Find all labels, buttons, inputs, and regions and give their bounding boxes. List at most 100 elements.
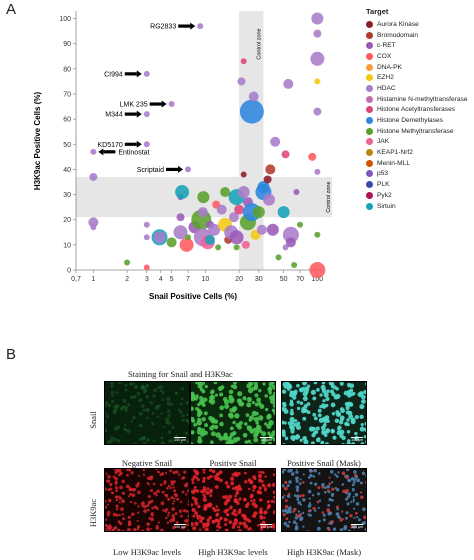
y-tick-label: 30 (63, 192, 71, 199)
annotation-label: RG2833 (150, 24, 176, 31)
legend-items: Aurora Kinase Bromodomain c-RET COX DNA-PK EZ… (366, 19, 474, 211)
data-point (282, 226, 299, 243)
legend-label: Histone Acetyltransferases (377, 106, 456, 114)
data-point (263, 175, 272, 184)
y-tick-label: 70 (63, 91, 71, 98)
chart-legend: Target Aurora Kinase Bromodomain c-RET COX D… (366, 7, 474, 211)
legend-item: PLK (366, 179, 474, 190)
caption-low-h3k9ac: Low H3K9ac levels (113, 547, 181, 557)
y-tick-label: 90 (63, 41, 71, 48)
data-point (285, 237, 296, 248)
y-tick-label: 80 (63, 66, 71, 73)
legend-swatch (366, 106, 373, 114)
legend-label: PLK (377, 181, 390, 189)
legend-swatch (366, 191, 373, 199)
data-point (215, 244, 222, 251)
legend-label: Histone Demethylases (377, 117, 443, 125)
legend-title: Target (366, 7, 389, 16)
data-point (197, 207, 208, 218)
control-zone-label: Control zone (256, 28, 262, 59)
x-tick-label: 5 (170, 276, 174, 283)
annotation-arrow (136, 110, 142, 118)
legend-swatch (366, 202, 373, 210)
scale-bar: 100 µm (260, 437, 272, 442)
micrograph-texture (191, 469, 275, 531)
data-point (313, 29, 322, 38)
data-point (233, 244, 240, 251)
y-tick-label: 40 (63, 167, 71, 174)
data-point (314, 78, 321, 85)
x-tick-label: 100 (312, 276, 324, 283)
scale-bar: 100 µm (174, 524, 186, 529)
data-point (311, 12, 324, 25)
data-point (270, 136, 281, 147)
data-point (153, 231, 166, 244)
annotation-label: CI994 (104, 71, 123, 78)
scatter-chart: Control zone Control zone 0,7 1 2 3 4 5 7 10 20 30… (33, 11, 332, 301)
data-point (281, 150, 290, 159)
data-point (234, 204, 245, 215)
y-tick-label: 100 (59, 16, 71, 23)
legend-label: JAK (377, 138, 390, 146)
data-point (197, 191, 210, 204)
legend-item: Menin-MLL (366, 158, 474, 169)
chart-bubbles (88, 12, 326, 278)
micrograph-title: Staining for Snail and H3K9ac (128, 369, 233, 379)
micrograph-high-h3k9ac-mask: 100 µm (281, 468, 367, 532)
data-point (89, 172, 98, 181)
data-point (208, 223, 221, 236)
data-point (176, 213, 185, 222)
legend-label: Menin-MLL (377, 159, 410, 167)
legend-item: COX (366, 51, 474, 62)
data-point (297, 221, 304, 228)
data-point (143, 141, 150, 148)
data-point (229, 230, 244, 245)
caption-high-h3k9ac-mask: High H3K9ac (Mask) (286, 547, 362, 557)
legend-label: Aurora Kinase (377, 20, 419, 28)
data-point (90, 148, 97, 155)
data-point (240, 171, 247, 178)
legend-item: KEAP1-Nrf2 (366, 147, 474, 158)
legend-swatch (366, 181, 373, 189)
legend-item: Histone Methyltransferase (366, 126, 474, 137)
legend-swatch (366, 170, 373, 178)
chart-axes: 0,7 1 2 3 4 5 7 10 20 30 50 70 100 0 10 20 30 40 50 60 70 80 9… (59, 11, 323, 283)
legend-label: COX (377, 52, 392, 60)
caption-positive-snail-mask: Positive Snail (Mask) (287, 458, 361, 468)
data-point (220, 187, 231, 198)
data-point (143, 234, 150, 241)
annotation-arrow (124, 72, 137, 76)
legend-swatch (366, 117, 373, 125)
data-point (239, 99, 264, 124)
data-point (175, 185, 190, 200)
row-label-snail: Snail (88, 411, 98, 429)
scale-bar: 100 µm (351, 437, 363, 442)
data-point (293, 189, 300, 196)
legend-item: Histone Demethylases (366, 115, 474, 126)
legend-item: p53 (366, 169, 474, 180)
caption-positive-snail: Positive Snail (209, 458, 257, 468)
legend-label: EZH2 (377, 74, 394, 82)
legend-swatch (366, 31, 373, 39)
micrograph-positive-snail: 100 µm (190, 381, 276, 445)
x-tick-label: 3 (145, 276, 149, 283)
data-point (282, 244, 289, 251)
micrograph-texture (105, 469, 189, 531)
legend-item: Histamine N-methyltransferase (366, 94, 474, 105)
annotation-label: LMK 235 (120, 102, 148, 109)
data-point (313, 107, 322, 116)
legend-label: HDAC (377, 84, 396, 92)
data-point (237, 186, 250, 199)
annotation-arrow (166, 167, 179, 172)
data-point (256, 224, 267, 235)
data-point (179, 237, 194, 252)
legend-item: Bromodomain (366, 30, 474, 41)
data-point (228, 212, 239, 223)
legend-label: c-RET (377, 42, 396, 50)
data-point (143, 111, 150, 118)
annotation-arrow (124, 142, 137, 146)
data-point (240, 58, 247, 65)
control-zone-label: Control zone (326, 181, 332, 212)
annotation-label: M344 (105, 112, 123, 119)
legend-swatch (366, 95, 373, 103)
